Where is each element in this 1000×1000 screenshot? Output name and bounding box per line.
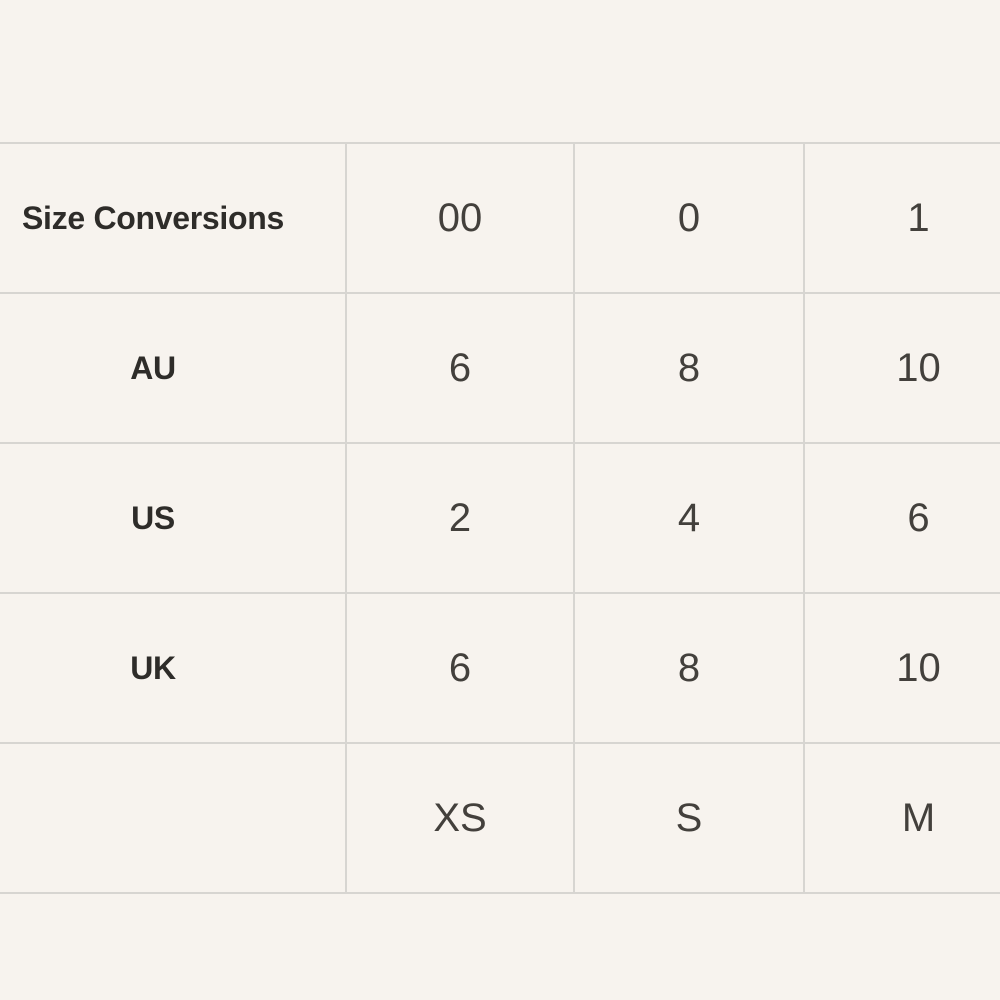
us-size-cell-1: 2	[345, 442, 575, 594]
row-label-empty	[0, 742, 347, 894]
row-label-us: US	[0, 442, 347, 594]
letter-size-cell-m: M	[803, 742, 1000, 894]
uk-size-cell-2: 8	[573, 592, 805, 744]
table-title-cell: Size Conversions	[0, 142, 347, 294]
us-size-cell-3: 6	[803, 442, 1000, 594]
table-row-us: US 2 4 6	[0, 442, 1000, 594]
table-header-row: Size Conversions 00 0 1	[0, 142, 1000, 294]
size-header-cell-0: 0	[573, 142, 805, 294]
row-label-uk: UK	[0, 592, 347, 744]
uk-size-cell-3: 10	[803, 592, 1000, 744]
size-header-cell-00: 00	[345, 142, 575, 294]
table-row-letter-sizes: XS S M	[0, 742, 1000, 894]
letter-size-cell-s: S	[573, 742, 805, 894]
table-row-au: AU 6 8 10	[0, 292, 1000, 444]
letter-size-cell-xs: XS	[345, 742, 575, 894]
au-size-cell-2: 8	[573, 292, 805, 444]
size-conversions-table: Size Conversions 00 0 1 AU 6 8 10 US 2 4…	[0, 142, 1000, 894]
au-size-cell-1: 6	[345, 292, 575, 444]
uk-size-cell-1: 6	[345, 592, 575, 744]
size-header-cell-1: 1	[803, 142, 1000, 294]
au-size-cell-3: 10	[803, 292, 1000, 444]
us-size-cell-2: 4	[573, 442, 805, 594]
table-row-uk: UK 6 8 10	[0, 592, 1000, 744]
row-label-au: AU	[0, 292, 347, 444]
